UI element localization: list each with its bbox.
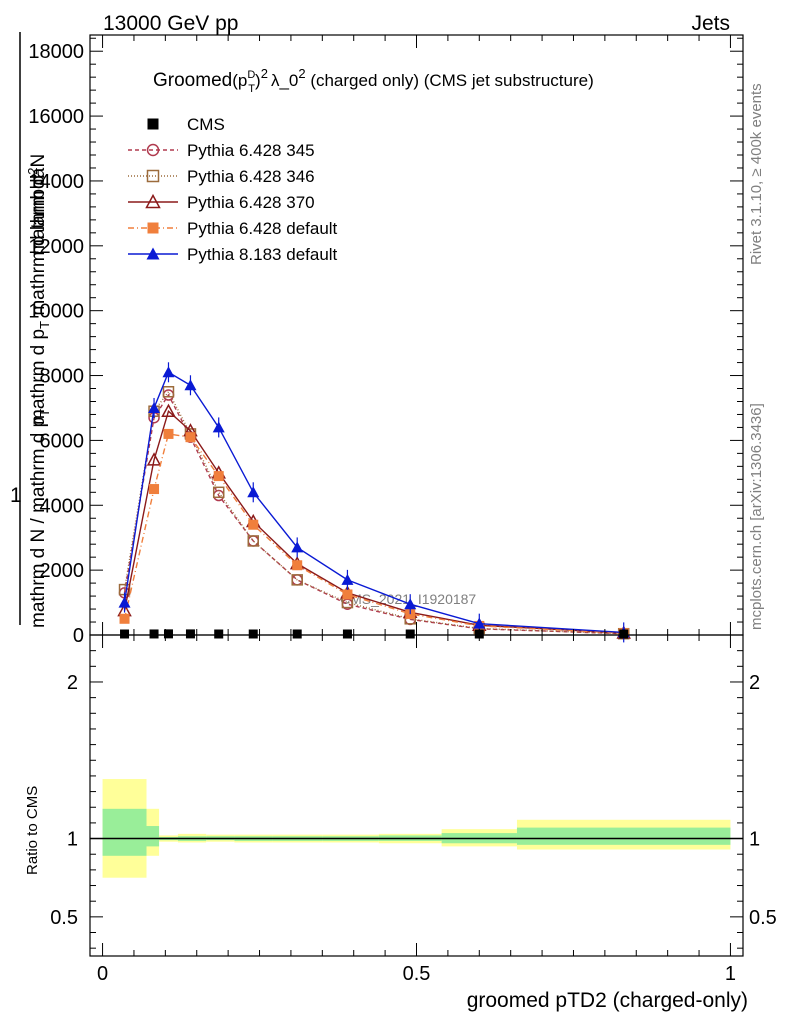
y-tick-label: 10000 — [28, 301, 84, 323]
y-tick-label: 18000 — [28, 41, 84, 63]
data-point — [473, 617, 486, 629]
legend-entry: Pythia 6.428 370 — [187, 193, 315, 212]
y-tick-label: 0 — [73, 625, 84, 647]
data-point — [247, 486, 260, 498]
y-tick-label: 6000 — [40, 430, 85, 452]
svg-text:mathrm d2N: mathrm d2N — [25, 154, 49, 255]
y-label-one: 1 — [10, 484, 22, 507]
data-point — [185, 629, 195, 639]
data-point — [248, 519, 259, 530]
series-line — [123, 390, 624, 635]
y-label-den2: mathrm d N / mathrm d pT — [28, 409, 52, 628]
ratio-y-tick-label: 0.5 — [50, 907, 78, 929]
data-point — [120, 629, 130, 639]
plot-title: Groomed(pD T)2 λ_02 (charged only) (CMS je… — [153, 66, 594, 95]
data-point — [247, 535, 259, 547]
legend-entry: Pythia 6.428 346 — [187, 167, 315, 186]
y-tick-label: 14000 — [28, 171, 84, 193]
legend-marker — [146, 143, 160, 157]
ratio-y-tick-label-right: 1 — [749, 829, 760, 851]
data-point — [214, 629, 224, 639]
data-point — [342, 629, 352, 639]
ratio-y-tick-label-right: 0.5 — [749, 907, 777, 929]
legend-marker — [147, 222, 159, 234]
legend-entry: Pythia 6.428 345 — [187, 141, 315, 160]
ratio-y-tick-label: 2 — [67, 672, 78, 694]
legend-marker — [146, 247, 160, 260]
data-point — [212, 486, 225, 499]
data-point — [148, 401, 161, 413]
ratio-y-tick-label: 1 — [67, 829, 78, 851]
data-point — [292, 560, 303, 571]
data-point — [342, 589, 353, 600]
y-tick-label: 8000 — [40, 366, 85, 388]
y-axis-label: mathrm d2N mathrm d pT mathrm d lambda 1… — [10, 32, 52, 628]
y-tick-label: 2000 — [40, 560, 85, 582]
legend-entry: Pythia 6.428 default — [187, 219, 338, 238]
mcplots-label: mcplots.cern.ch [arXiv:1306.3436] — [748, 403, 765, 630]
data-point — [248, 629, 258, 639]
ratio-frame — [89, 634, 744, 957]
data-point — [213, 471, 224, 482]
data-point — [212, 421, 225, 433]
data-point — [292, 629, 302, 639]
header-energy: 13000 GeV pp — [103, 12, 238, 35]
data-point — [185, 432, 196, 443]
data-point — [341, 573, 354, 585]
y-tick-label: 4000 — [40, 495, 85, 517]
ratio-band-inner — [146, 826, 160, 847]
ratio-panel: 0 0.5 1 0.5 0.5 1 1 2 2 — [50, 35, 777, 985]
legend: CMS Pythia 6.428 345 Pythia 6.428 346 Pythi… — [128, 115, 338, 264]
rivet-label: Rivet 3.1.10, ≥ 400k events — [748, 83, 765, 265]
x-tick-label: 0 — [97, 963, 108, 985]
data-point — [405, 629, 415, 639]
series-line — [123, 433, 624, 634]
data-point — [161, 403, 176, 417]
legend-marker — [146, 169, 160, 183]
legend-entry: Pythia 8.183 default — [187, 245, 338, 264]
data-point — [163, 428, 174, 439]
legend-entry: CMS — [187, 115, 225, 134]
data-point — [149, 629, 159, 639]
ratio-band-inner — [102, 808, 147, 856]
data-point — [162, 366, 175, 378]
x-tick-label: 1 — [725, 963, 736, 985]
data-point — [118, 596, 131, 608]
x-axis-label: groomed pTD2 (charged-only) — [467, 989, 748, 1012]
legend-marker — [145, 193, 161, 209]
data-point — [119, 613, 130, 624]
data-point — [404, 598, 417, 610]
main-panel: 0 2000 4000 6000 8000 10000 12000 14000 16000 180… — [28, 34, 744, 647]
y-tick-label: 16000 — [28, 106, 84, 128]
data-point — [149, 484, 160, 495]
data-point — [184, 379, 197, 391]
header-jets: Jets — [691, 12, 730, 35]
ratio-y-tick-label-right: 2 — [749, 672, 760, 694]
data-point — [146, 452, 162, 466]
legend-marker — [147, 118, 159, 130]
y-label-den1: mathrm d pT mathrm d lambda — [28, 167, 52, 425]
data-point — [163, 629, 173, 639]
data-point — [291, 541, 304, 553]
ratio-band-inner — [516, 827, 731, 845]
ratio-y-label: Ratio to CMS — [24, 786, 41, 875]
data-point — [162, 386, 175, 398]
y-tick-label: 12000 — [28, 236, 84, 258]
data-point — [619, 629, 629, 639]
analysis-watermark: CMS_2021_I1920187 — [340, 591, 476, 607]
x-tick-label: 0.5 — [403, 963, 431, 985]
data-point — [291, 574, 303, 586]
